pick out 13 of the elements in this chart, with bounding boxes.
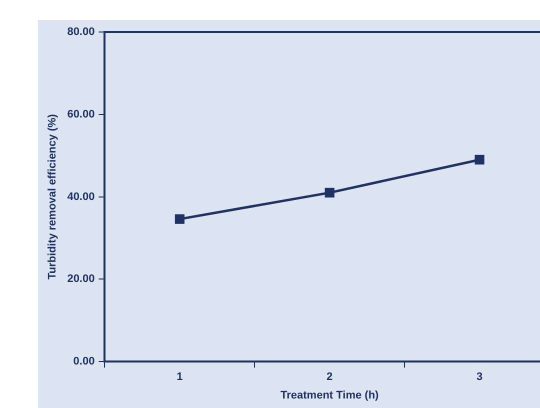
point <box>474 154 484 165</box>
y-tick-label: 20.00 <box>67 273 95 286</box>
y-axis-title: Turbidity removal efficiency (%) <box>46 114 59 280</box>
y-tick-label: 0.00 <box>73 356 95 368</box>
x-axis-title: Treatment Time (h) <box>280 389 380 402</box>
y-tick-label: 40.00 <box>67 190 95 203</box>
y-tick-label: 60.00 <box>67 108 95 120</box>
x-tick-label: 1 <box>176 371 183 384</box>
x-tick-label: 2 <box>326 371 333 384</box>
point <box>324 188 334 198</box>
y-tick-label: 80.00 <box>67 26 95 38</box>
x-tick-label: 3 <box>476 371 483 384</box>
point <box>174 214 184 224</box>
